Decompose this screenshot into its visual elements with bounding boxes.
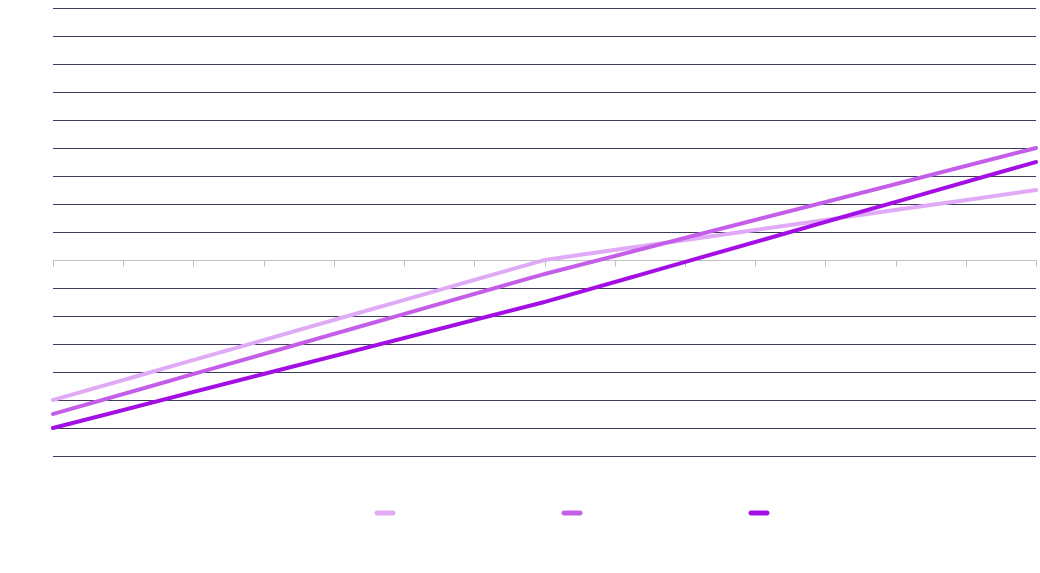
series-lines [51, 146, 1038, 430]
series-line-2 [51, 146, 1038, 416]
series-line-3 [51, 160, 1038, 430]
series-line-1 [51, 188, 1038, 402]
gridlines [53, 8, 1036, 457]
